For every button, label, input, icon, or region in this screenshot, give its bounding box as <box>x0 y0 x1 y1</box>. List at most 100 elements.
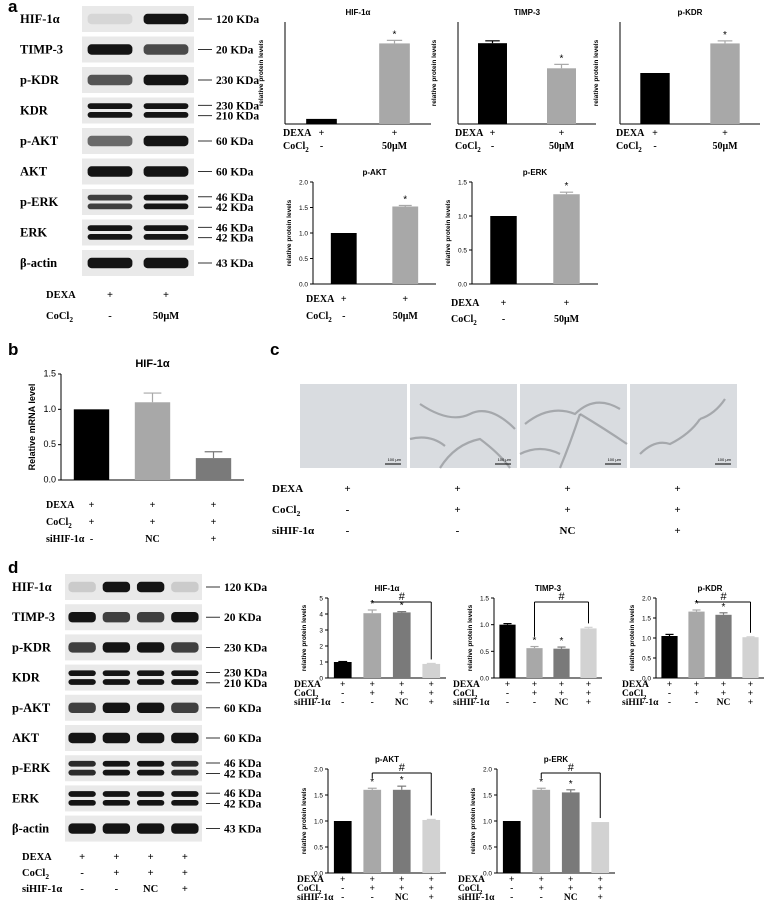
y-axis-label: relative protein levels <box>629 604 636 671</box>
bar <box>422 819 441 873</box>
condition-value: - <box>510 884 513 894</box>
blot-band <box>136 769 165 776</box>
blot-band <box>136 799 165 806</box>
bar <box>363 789 382 873</box>
blot-condition-value: NC <box>143 884 158 895</box>
blot-band <box>102 612 131 623</box>
condition-value: NC <box>564 893 578 903</box>
condition-value: + <box>429 698 434 708</box>
significance-mark: * <box>560 636 564 647</box>
condition-value: + <box>722 128 728 139</box>
blot-band <box>68 732 96 744</box>
bar <box>742 637 759 678</box>
blot-band <box>68 760 96 767</box>
blot-band <box>143 135 189 147</box>
blot-band <box>87 166 133 177</box>
blot-strip <box>65 755 202 782</box>
blot-band <box>102 642 131 653</box>
y-axis-label: relative protein levels <box>286 199 293 266</box>
blot-band <box>87 225 133 231</box>
y-tick-label: 1.0 <box>642 636 651 643</box>
vessel-tube <box>579 413 628 445</box>
micrographs-c: 100 μm 100 μm 100 μm 100 μm DEXA + + + + CoCl2 - + +… <box>272 384 737 537</box>
vessel-tube <box>419 403 516 430</box>
condition-value: + <box>399 680 404 690</box>
blot-band <box>68 679 96 685</box>
y-tick-label: 1.5 <box>642 616 651 623</box>
condition-label: DEXA <box>283 128 312 139</box>
y-tick-label: 1.5 <box>314 793 323 800</box>
kda-label: 46 KDa <box>216 222 254 234</box>
condition-value: + <box>211 517 217 528</box>
y-axis-label: relative protein levels <box>431 39 438 106</box>
condition-value: + <box>748 680 753 690</box>
blot-band <box>136 612 165 623</box>
y-tick-label: 1.5 <box>299 205 308 212</box>
significance-mark: * <box>370 777 374 788</box>
chart-a-pakt: p-AKT relative protein levels 0.0 0.5 1.0 1.5… <box>286 168 436 324</box>
condition-label: CoCl2 <box>622 689 647 701</box>
bar <box>553 194 580 284</box>
chart-a-pkdr: p-KDR relative protein levels * DEXA + + CoCl2… <box>593 8 760 154</box>
blot-row-label: TIMP-3 <box>20 43 63 57</box>
chart-d-pkdr: p-KDR relative protein levels 0.0 0.5 1.0 1.5… <box>622 584 764 708</box>
condition-value: + <box>598 893 603 903</box>
condition-value: + <box>370 689 375 699</box>
y-tick-label: 2 <box>319 644 323 651</box>
vessel-network <box>519 401 628 469</box>
y-tick-label: 3 <box>319 628 323 635</box>
blot-band <box>136 760 165 767</box>
blot-band <box>136 702 165 713</box>
condition-value: - <box>341 689 344 699</box>
condition-value: + <box>402 294 408 305</box>
y-axis-label: relative protein levels <box>445 199 452 266</box>
blot-band <box>68 670 96 677</box>
scale-bar-label: 100 μm <box>718 457 732 462</box>
chart-d-timp: TIMP-3 relative protein levels 0.0 0.5 1.0 1.… <box>453 584 602 708</box>
blot-row-label: HIF-1α <box>20 12 60 26</box>
significance-mark: * <box>539 777 543 788</box>
condition-value: + <box>340 875 345 885</box>
blot-band <box>102 823 131 834</box>
condition-label-text: CoCl <box>283 141 305 152</box>
kda-label: 230 KDa <box>216 75 259 87</box>
blot-row-label: TIMP-3 <box>12 610 55 624</box>
vessel-tube <box>439 437 511 469</box>
condition-value: + <box>89 517 95 528</box>
condition-label: siHIF-1α <box>622 698 659 708</box>
condition-label: DEXA <box>622 680 649 690</box>
condition-value: + <box>429 689 434 699</box>
condition-value: - <box>668 698 671 708</box>
blot-strip <box>65 664 202 691</box>
condition-value: + <box>564 298 570 309</box>
panel-label-c: c <box>270 340 280 359</box>
significance-mark: * <box>723 30 727 41</box>
micrograph-condition-label: DEXA <box>272 483 303 495</box>
condition-value: + <box>211 534 217 545</box>
micrograph-condition-value: + <box>454 483 460 495</box>
micrograph-condition-value: NC <box>560 525 576 537</box>
condition-label-subscript: 2 <box>318 889 322 896</box>
blot-row-label: β-actin <box>12 822 49 836</box>
chart-title: p-AKT <box>363 168 387 177</box>
condition-value: + <box>568 875 573 885</box>
condition-value: + <box>586 689 591 699</box>
kda-label: 230 KDa <box>224 642 267 654</box>
condition-label: CoCl2 <box>451 314 477 327</box>
condition-value: - <box>502 314 505 325</box>
condition-value: + <box>652 128 658 139</box>
y-tick-label: 0.5 <box>483 845 492 852</box>
blot-band <box>87 44 133 55</box>
chart-a-hif: HIF-1α relative protein levels * DEXA + + CoCl… <box>258 8 431 154</box>
condition-label-text: CoCl <box>46 517 68 528</box>
bar <box>580 628 597 678</box>
condition-value: - <box>491 141 494 152</box>
blot-band <box>102 732 131 744</box>
blot-row-label: p-KDR <box>20 73 60 87</box>
condition-label: DEXA <box>453 680 480 690</box>
y-tick-label: 1.0 <box>299 231 308 238</box>
hash-mark: # <box>720 591 727 603</box>
blot-row-label: β-actin <box>20 256 57 270</box>
blot-band <box>171 642 199 653</box>
significance-mark: * <box>400 775 404 786</box>
